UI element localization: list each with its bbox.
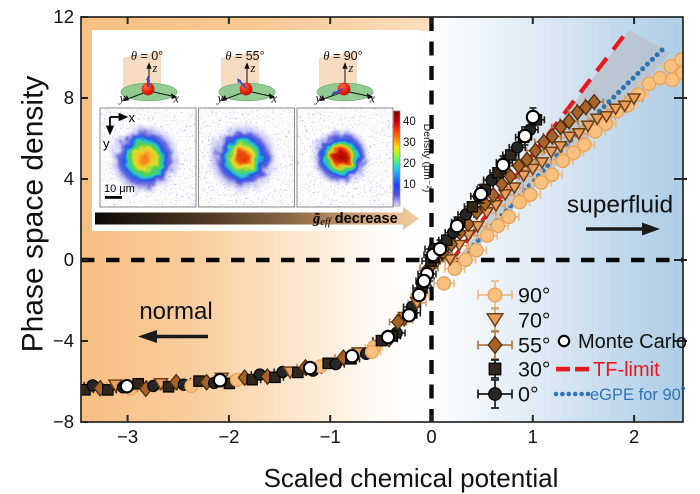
svg-text:20: 20 xyxy=(403,158,416,170)
svg-text:θ = 55°: θ = 55° xyxy=(225,49,264,63)
svg-text:θ = 90°: θ = 90° xyxy=(323,49,362,63)
svg-text:θ = 0°: θ = 0° xyxy=(131,49,163,63)
svg-text:−4: −4 xyxy=(53,330,74,351)
svg-text:−1: −1 xyxy=(320,426,341,447)
svg-text:−3: −3 xyxy=(117,426,138,447)
svg-text:normal: normal xyxy=(139,298,212,325)
svg-text:x: x xyxy=(271,92,278,106)
svg-text:y: y xyxy=(118,91,126,105)
svg-text:y: y xyxy=(314,91,322,105)
svg-text:x: x xyxy=(129,110,136,125)
svg-text:1: 1 xyxy=(528,426,538,447)
svg-text:10 μm: 10 μm xyxy=(104,183,135,195)
svg-text:10: 10 xyxy=(403,179,416,191)
svg-text:x: x xyxy=(173,92,180,106)
svg-text:30°: 30° xyxy=(518,358,551,382)
svg-text:x: x xyxy=(369,92,376,106)
svg-text:g̃eff decrease: g̃eff decrease xyxy=(312,211,398,228)
svg-text:Phase space density: Phase space density xyxy=(17,76,50,353)
svg-text:70°: 70° xyxy=(518,309,551,333)
svg-text:z: z xyxy=(152,61,158,75)
svg-text:90°: 90° xyxy=(518,284,551,308)
svg-text:8: 8 xyxy=(64,87,74,108)
svg-text:30: 30 xyxy=(403,137,416,149)
svg-text:y: y xyxy=(216,91,224,105)
svg-text:eGPE for 90˚: eGPE for 90˚ xyxy=(590,386,686,404)
svg-text:12: 12 xyxy=(53,6,74,27)
svg-text:0: 0 xyxy=(64,249,74,270)
svg-text:y: y xyxy=(103,136,110,151)
svg-text:Scaled chemical potential: Scaled chemical potential xyxy=(264,463,559,493)
svg-text:Monte Carlo: Monte Carlo xyxy=(578,331,687,353)
svg-text:0: 0 xyxy=(426,426,436,447)
svg-text:z: z xyxy=(348,61,354,75)
svg-text:55°: 55° xyxy=(518,334,551,358)
svg-text:superfluid: superfluid xyxy=(567,192,673,219)
svg-text:Density (μm⁻²): Density (μm⁻²) xyxy=(421,124,433,193)
svg-text:0°: 0° xyxy=(518,383,539,407)
svg-text:−2: −2 xyxy=(218,426,239,447)
svg-text:−8: −8 xyxy=(53,411,74,432)
svg-text:TF-limit: TF-limit xyxy=(593,359,660,381)
svg-text:4: 4 xyxy=(64,168,74,189)
svg-text:40: 40 xyxy=(403,116,416,128)
svg-text:z: z xyxy=(250,61,256,75)
svg-text:2: 2 xyxy=(629,426,639,447)
